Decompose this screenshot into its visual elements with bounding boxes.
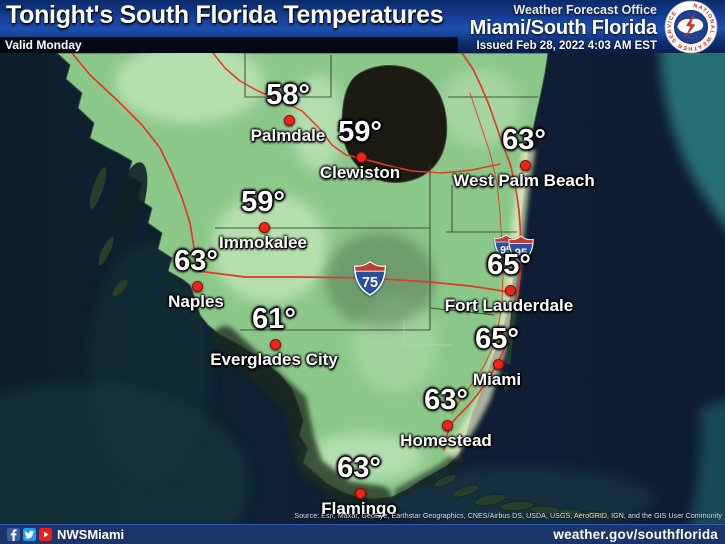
everglades-np-boundary <box>403 320 452 346</box>
valid-time-strip: Valid Monday <box>0 37 458 53</box>
barrier-island <box>89 167 107 209</box>
twitter-icon[interactable] <box>23 528 36 541</box>
office-line1: Weather Forecast Office <box>513 3 657 17</box>
office-line2: Miami/South Florida <box>469 17 658 39</box>
website-url[interactable]: weather.gov/southflorida <box>553 527 718 542</box>
everglades-mangrove-band <box>213 326 392 510</box>
facebook-icon[interactable] <box>7 528 20 541</box>
red-roads <box>71 53 522 451</box>
nws-logo-icon: NATIONAL WEATHER SERVICE <box>664 0 718 54</box>
florida-keys <box>433 474 609 519</box>
charlotte-harbor <box>112 162 148 244</box>
urban-corridor <box>444 147 536 459</box>
county-boundaries <box>215 53 538 331</box>
office-block: Weather Forecast Office Miami/South Flor… <box>469 3 658 53</box>
valid-time-label: Valid Monday <box>5 38 82 52</box>
gulf-coastal-water <box>90 243 210 483</box>
miami-beach-sliver <box>506 303 516 365</box>
page-title: Tonight's South Florida Temperatures <box>6 1 444 29</box>
youtube-icon[interactable] <box>39 528 52 541</box>
footer-bar: NWSMiami weather.gov/southflorida <box>0 524 725 544</box>
key-biscayne <box>502 372 510 390</box>
barrier-island <box>112 279 128 297</box>
south-florida-map <box>0 53 725 524</box>
south-coast-mangrove <box>394 452 464 499</box>
bahama-bank-shallows <box>660 53 725 226</box>
barrier-island <box>98 236 114 266</box>
header-bar: Tonight's South Florida Temperatures Val… <box>0 0 725 54</box>
imagery-attribution: Source: Esri, Maxar, GeoEye, Earthstar G… <box>294 513 722 520</box>
social-handle[interactable]: NWSMiami <box>57 527 125 542</box>
big-cypress-dark <box>325 232 435 328</box>
lake-okeechobee <box>341 65 448 183</box>
issued-timestamp: Issued Feb 28, 2022 4:03 AM EST <box>476 40 657 53</box>
atlantic-shallows <box>690 400 725 524</box>
logo-lightning-bolt <box>684 12 696 39</box>
